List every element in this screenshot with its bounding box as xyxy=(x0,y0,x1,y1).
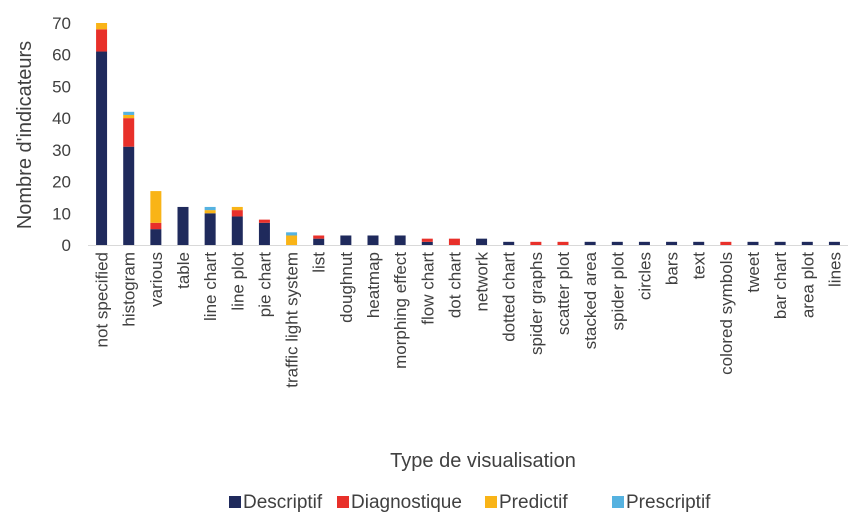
x-tick-label: colored symbols xyxy=(717,252,736,375)
bar-22-descriptif xyxy=(666,241,678,245)
y-tick-label: 60 xyxy=(52,46,71,65)
bar-24-diagnostique xyxy=(720,241,732,245)
legend-item-descriptif: Descriptif xyxy=(229,492,323,513)
legend-label: Predictif xyxy=(499,492,568,513)
legend-item-prescriptif: Prescriptif xyxy=(612,492,711,513)
bar-8-predictif xyxy=(286,235,298,245)
bar-6-descriptif xyxy=(231,216,243,245)
bar-13-descriptif xyxy=(421,241,433,245)
bar-19-descriptif xyxy=(584,241,596,245)
legend-item-predictif: Predictif xyxy=(485,492,568,513)
y-tick-label: 40 xyxy=(52,109,71,128)
legend: Descriptif Diagnostique Predictif Prescript… xyxy=(229,492,711,513)
x-tick-label: histogram xyxy=(120,252,139,327)
x-tick-label: area plot xyxy=(798,252,817,318)
legend-swatch xyxy=(485,496,497,508)
bar-27-descriptif xyxy=(801,241,813,245)
x-tick-label: tweet xyxy=(744,252,763,293)
x-tick-label: pie chart xyxy=(255,252,274,317)
bar-17-diagnostique xyxy=(530,241,542,245)
x-tick-label: traffic light system xyxy=(283,252,302,388)
x-tick-label: stacked area xyxy=(581,251,600,349)
bar-9-descriptif xyxy=(313,238,325,245)
x-tick-label: network xyxy=(473,252,492,312)
x-tick-label: morphing effect xyxy=(391,252,410,369)
plot-area xyxy=(88,23,848,246)
bar-11-descriptif xyxy=(367,235,379,245)
x-tick-label: lines xyxy=(825,252,844,287)
bar-5-predictif xyxy=(204,210,216,214)
x-tick-label: spider graphs xyxy=(527,252,546,355)
y-tick-label: 30 xyxy=(52,141,71,160)
bar-9-diagnostique xyxy=(313,235,325,239)
x-tick-label: heatmap xyxy=(364,252,383,318)
bar-1-predictif xyxy=(96,23,108,30)
bar-3-descriptif xyxy=(150,229,162,245)
x-tick-label: list xyxy=(310,252,329,273)
bar-18-diagnostique xyxy=(557,241,569,245)
y-tick-label: 50 xyxy=(52,77,71,96)
y-tick-label: 20 xyxy=(52,173,71,192)
legend-swatch xyxy=(229,496,241,508)
bar-6-predictif xyxy=(231,206,243,211)
bar-26-descriptif xyxy=(774,241,786,245)
bar-28-descriptif xyxy=(828,241,840,245)
legend-item-diagnostique: Diagnostique xyxy=(337,492,462,513)
bar-6-diagnostique xyxy=(231,210,243,217)
bar-7-descriptif xyxy=(258,222,270,245)
bar-14-diagnostique xyxy=(448,238,460,245)
legend-label: Diagnostique xyxy=(351,492,462,513)
y-axis-title: Nombre d'indicateurs xyxy=(14,41,36,229)
legend-label: Descriptif xyxy=(243,492,323,513)
bar-2-descriptif xyxy=(123,146,135,245)
x-tick-label: dotted chart xyxy=(500,252,519,342)
y-tick-label: 10 xyxy=(52,204,71,223)
x-tick-label: bars xyxy=(663,252,682,285)
x-tick-label: text xyxy=(690,252,709,280)
bar-13-diagnostique xyxy=(421,238,433,242)
bar-4-descriptif xyxy=(177,206,189,245)
x-tick-label: bar chart xyxy=(771,252,790,319)
bar-2-predictif xyxy=(123,114,135,119)
x-tick-label: line plot xyxy=(228,252,247,311)
bar-21-descriptif xyxy=(638,241,650,245)
bar-3-predictif xyxy=(150,191,162,223)
y-axis: 0 10 20 30 40 50 60 70 xyxy=(52,14,71,255)
legend-swatch xyxy=(612,496,624,508)
bar-3-diagnostique xyxy=(150,222,162,230)
legend-label: Prescriptif xyxy=(626,492,711,513)
x-tick-label: doughnut xyxy=(337,252,356,323)
bar-20-descriptif xyxy=(611,241,623,245)
x-tick-label: circles xyxy=(635,252,654,300)
bar-5-prescriptif xyxy=(204,206,216,211)
bar-16-descriptif xyxy=(503,241,515,245)
bar-25-descriptif xyxy=(747,241,759,245)
x-tick-label: dot chart xyxy=(445,252,464,318)
legend-swatch xyxy=(337,496,349,508)
bar-23-descriptif xyxy=(693,241,705,245)
bar-7-diagnostique xyxy=(258,219,270,223)
x-tick-label: scatter plot xyxy=(554,252,573,335)
x-axis: not specified histogram various table line c… xyxy=(93,251,845,387)
x-tick-label: flow chart xyxy=(418,252,437,325)
bar-12-descriptif xyxy=(394,235,406,245)
bar-1-descriptif xyxy=(96,51,108,245)
x-tick-label: table xyxy=(174,252,193,289)
y-tick-label: 70 xyxy=(52,14,71,33)
x-axis-title: Type de visualisation xyxy=(390,450,576,472)
x-tick-label: line chart xyxy=(201,252,220,321)
bar-2-prescriptif xyxy=(123,111,135,115)
bar-5-descriptif xyxy=(204,213,216,245)
bar-10-descriptif xyxy=(340,235,352,245)
bar-2-diagnostique xyxy=(123,118,135,147)
y-tick-label: 0 xyxy=(62,236,71,255)
bar-8-prescriptif xyxy=(286,232,298,236)
x-tick-label: various xyxy=(147,252,166,307)
x-tick-label: spider plot xyxy=(608,252,627,331)
bar-1-diagnostique xyxy=(96,29,108,52)
x-tick-label: not specified xyxy=(93,252,112,347)
bar-15-descriptif xyxy=(476,238,488,245)
